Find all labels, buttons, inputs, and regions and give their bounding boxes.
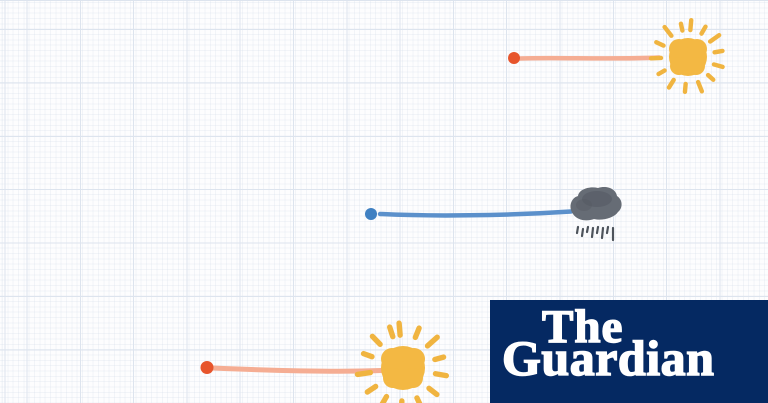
timeline-line: [210, 365, 384, 374]
timeline-row-bottom: [200, 320, 450, 403]
sun-rays: [648, 17, 725, 95]
guardian-logo-line2: Guardian: [501, 330, 715, 386]
start-dot: [365, 208, 377, 220]
timeline-line: [377, 209, 574, 218]
start-dot: [200, 361, 214, 374]
cloud-shading: [582, 191, 612, 207]
sun-rays: [354, 320, 450, 403]
cloud-shading: [576, 199, 592, 211]
guardian-logo: The Guardian: [490, 300, 768, 403]
sun-icon: [381, 346, 425, 390]
rain-cloud-icon: [570, 186, 622, 242]
timeline-row-top: [508, 17, 725, 95]
timeline-row-middle: [365, 186, 622, 242]
start-dot: [508, 52, 520, 64]
sun-icon: [669, 38, 707, 76]
timeline-line: [517, 55, 662, 61]
guardian-logo-line1: The: [541, 301, 624, 353]
rain-drops: [575, 225, 615, 242]
